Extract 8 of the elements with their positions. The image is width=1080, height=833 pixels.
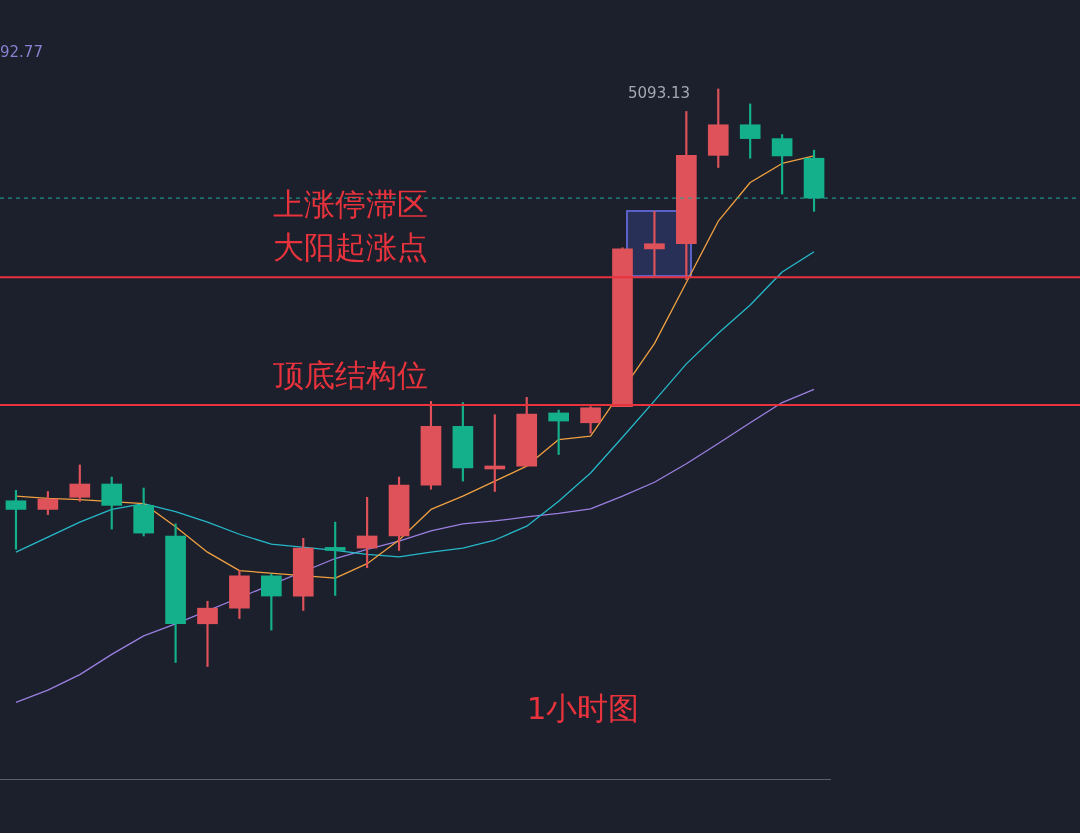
candlestick [644,211,665,276]
text: 1小时图 [526,690,640,726]
annotation: 上涨停滞区 [272,186,428,222]
ref-line-label: 顶底结构位 [272,356,428,393]
annotation: 5093.13 [628,84,691,102]
text: 92.77 [0,43,43,61]
ref-line-label: 大阳起涨点 [272,229,428,266]
candlestick [197,600,218,667]
